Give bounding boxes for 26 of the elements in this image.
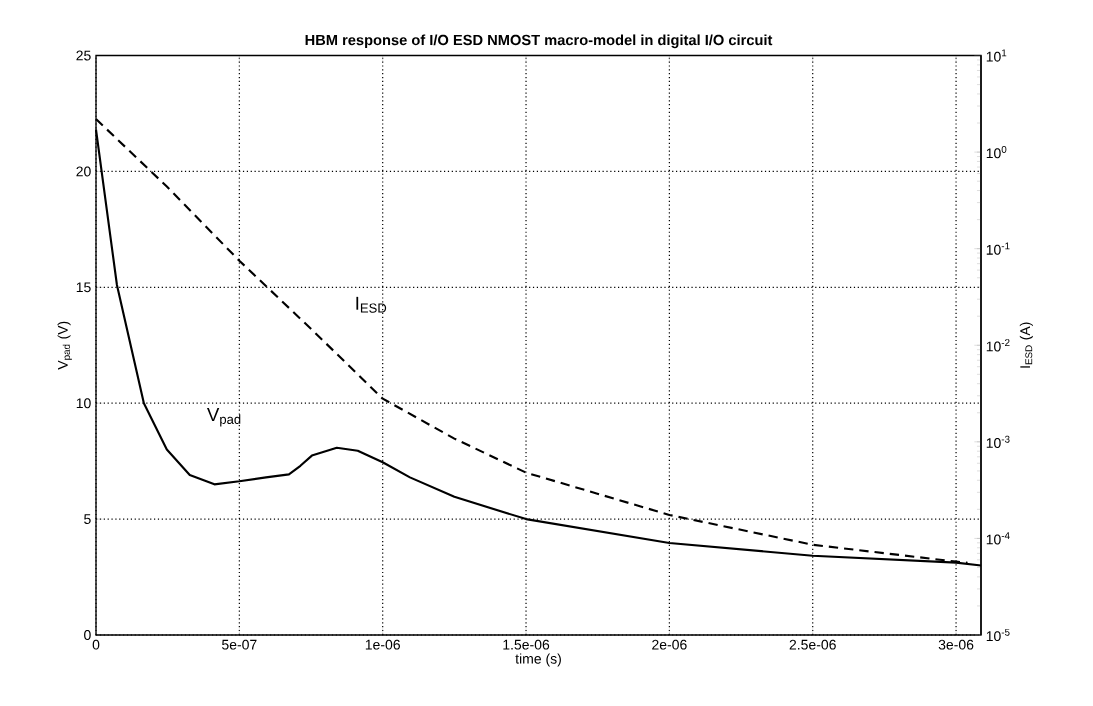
y2-tick-label: 10$^{-3}$ bbox=[986, 435, 1010, 448]
y2-axis-title: I$_{ESD}$ (A) bbox=[1019, 322, 1033, 368]
x-tick-label: 1e-06 bbox=[365, 639, 400, 650]
y2-tick-label: 10$^{-5}$ bbox=[986, 628, 1010, 642]
y-axis-title: V$_{pad}$ (V) bbox=[57, 321, 72, 370]
y2-tick-label: 10$^{-4}$ bbox=[986, 532, 1010, 545]
chart-title: HBM response of I/O ESD NMOST macro-model in digital I/O circuit bbox=[305, 34, 773, 49]
y-tick-label: 0 bbox=[84, 630, 91, 640]
y-tick-label: 5 bbox=[84, 514, 91, 524]
y-tick-label: 25 bbox=[76, 50, 91, 61]
x-tick-label: 2.5e-06 bbox=[789, 639, 836, 650]
y2-tick-label: 10$^{-2}$ bbox=[986, 339, 1010, 352]
annotation: V$_{pad}$ bbox=[206, 408, 241, 427]
x-tick-label: 3e-06 bbox=[938, 639, 974, 650]
x-tick-label: 1.5e-06 bbox=[503, 639, 550, 650]
y2-tick-label: 10$^{-1}$ bbox=[986, 242, 1010, 255]
y-tick-label: 20 bbox=[76, 166, 91, 177]
annotation: I$_{ESD}$ bbox=[356, 296, 387, 313]
y2-tick-label: 10$^{1}$ bbox=[986, 49, 1007, 62]
y-tick-label: 10 bbox=[76, 398, 91, 409]
y2-tick-label: 10$^{0}$ bbox=[986, 145, 1007, 159]
x-tick-label: 2e-06 bbox=[652, 639, 687, 650]
x-axis-title: time (s) bbox=[515, 653, 561, 667]
x-tick-label: 0 bbox=[92, 639, 100, 650]
x-tick-label: 5e-07 bbox=[222, 639, 257, 650]
y-tick-label: 15 bbox=[76, 282, 91, 293]
